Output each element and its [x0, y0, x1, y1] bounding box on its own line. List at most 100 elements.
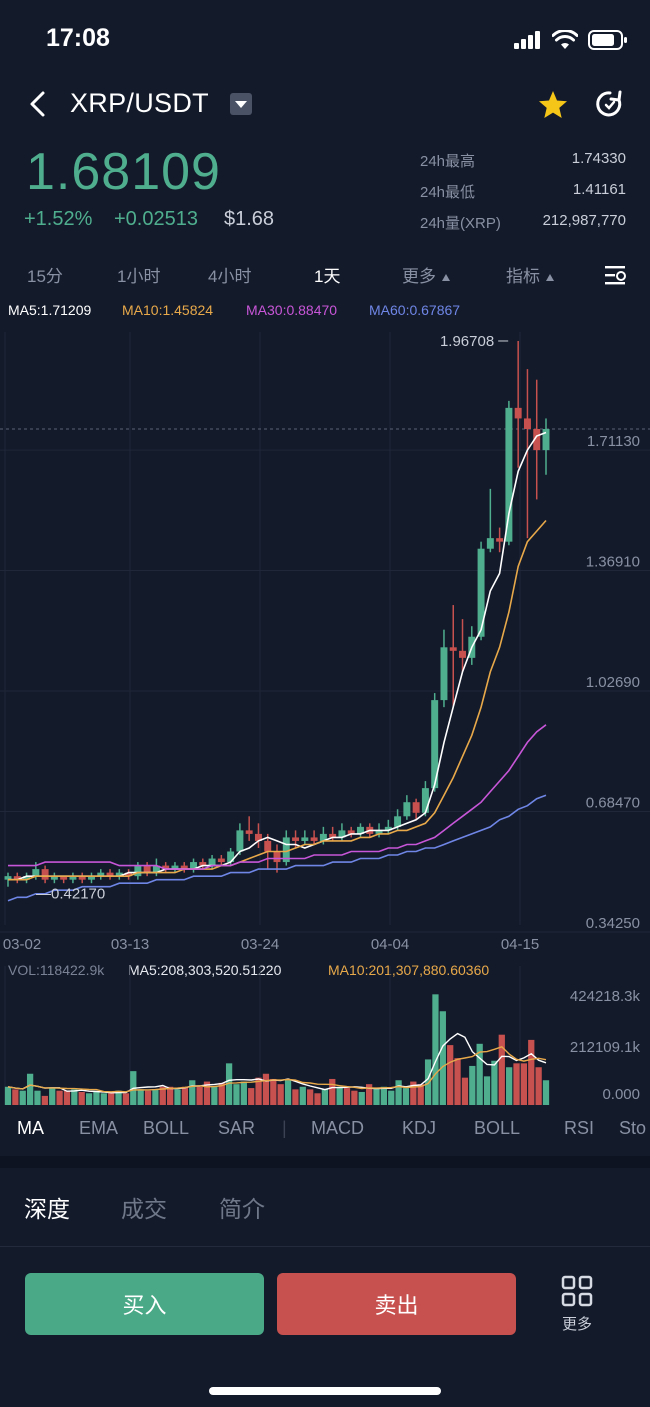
tab-4h[interactable]: 4小时	[208, 267, 252, 286]
volume-bar	[122, 1093, 130, 1105]
ma10-line	[8, 519, 547, 881]
candle-body	[542, 429, 550, 451]
volume-bar	[85, 1093, 93, 1105]
vol-y-tick-label: 424218.3k	[570, 988, 641, 1005]
candlestick-chart[interactable]: 1.71130 1.36910 1.02690 0.68470 0.34250 1.967…	[0, 322, 650, 962]
volume-bar	[100, 1093, 107, 1105]
candle-body	[115, 872, 123, 877]
stat-value: 1.74330	[571, 150, 626, 167]
candle-body	[384, 826, 392, 831]
indicator-tabs: MA EMA BOLL SAR | MACD KDJ BOLL RSI Sto	[0, 1118, 650, 1148]
volume-bar	[424, 1059, 432, 1105]
volume-bar	[506, 1067, 513, 1105]
volume-bar	[314, 1093, 321, 1105]
volume-bar	[447, 1045, 454, 1105]
stats-panel: 24h最高 1.74330 24h最低 1.41161 24h量(XRP) 21…	[420, 150, 626, 243]
candle-body	[273, 851, 281, 863]
info-tabs: 深度 成交 简介	[0, 1190, 650, 1230]
volume-bar	[233, 1084, 240, 1105]
more-label[interactable]: 更多	[562, 1316, 593, 1333]
candle-body	[180, 865, 188, 870]
volume-bar	[476, 1043, 483, 1105]
stat-24h-high: 24h最高 1.74330	[420, 150, 626, 181]
stat-value: 212,987,770	[542, 212, 626, 229]
indicator-boll-sub[interactable]: BOLL	[474, 1118, 521, 1138]
ma5-value: MA5:1.71209	[8, 302, 92, 318]
timeframe-tabs: 15分 1小时 4小时 1天 更多 指标	[0, 262, 650, 292]
indicator-ema[interactable]: EMA	[79, 1118, 119, 1138]
candle-body	[292, 837, 300, 841]
tab-1d[interactable]: 1天	[314, 267, 341, 286]
candle-body	[338, 830, 346, 838]
y-tick-label: 0.68470	[586, 795, 640, 812]
tab-intro[interactable]: 简介	[219, 1196, 265, 1222]
volume-bar	[284, 1080, 292, 1105]
volume-bar	[388, 1090, 395, 1105]
volume-chart[interactable]: 424218.3k 212109.1k 0.000	[0, 966, 650, 1106]
volume-bar	[432, 994, 439, 1105]
stat-value: 1.41161	[572, 181, 626, 198]
candle-body	[50, 876, 58, 880]
volume-bar	[454, 1058, 461, 1105]
candle-body	[523, 418, 531, 430]
wifi-icon	[552, 30, 578, 49]
tab-15m[interactable]: 15分	[27, 267, 63, 286]
volume-bar	[351, 1090, 358, 1105]
tab-trades[interactable]: 成交	[121, 1196, 167, 1222]
candle-body	[440, 647, 448, 701]
candle-body	[199, 862, 207, 866]
caret-up-icon	[546, 274, 554, 282]
candle-body	[449, 647, 457, 651]
indicator-rsi[interactable]: RSI	[564, 1118, 595, 1138]
volume-bar	[248, 1088, 255, 1105]
volume-bar	[152, 1089, 159, 1105]
volume-bar	[26, 1073, 34, 1105]
ma60-value: MA60:0.67867	[369, 302, 461, 318]
candle-body	[357, 826, 364, 834]
status-time: 17:08	[46, 24, 110, 52]
chart-settings-icon[interactable]	[604, 264, 628, 286]
candle-body	[97, 872, 105, 877]
last-price: 1.68109	[26, 143, 221, 201]
candle-body	[190, 862, 197, 870]
indicator-ma[interactable]: MA	[17, 1118, 44, 1138]
volume-bar	[78, 1091, 85, 1105]
pair-dropdown-button[interactable]	[230, 93, 252, 115]
tab-more[interactable]: 更多	[402, 262, 450, 287]
volume-bar	[439, 1011, 446, 1105]
pair-title[interactable]: XRP/USDT	[70, 88, 209, 118]
candle-body	[282, 837, 290, 863]
indicator-kdj[interactable]: KDJ	[402, 1118, 437, 1138]
favorite-star-icon[interactable]	[536, 88, 570, 122]
buy-button[interactable]: 买入	[25, 1273, 264, 1335]
candle-body	[217, 858, 225, 863]
indicator-sar[interactable]: SAR	[218, 1118, 256, 1138]
sell-button[interactable]: 卖出	[277, 1273, 516, 1335]
indicator-sto[interactable]: Sto	[619, 1118, 647, 1138]
tab-depth[interactable]: 深度	[24, 1196, 70, 1222]
candle-body	[32, 869, 40, 877]
volume-bar	[410, 1081, 417, 1105]
refresh-icon[interactable]	[594, 88, 626, 120]
candle-body	[208, 858, 216, 866]
tab-indicators[interactable]: 指标	[506, 262, 554, 287]
volume-bar	[181, 1086, 189, 1105]
candle-body	[421, 788, 429, 813]
more-grid-icon[interactable]	[561, 1275, 593, 1307]
volume-bar	[329, 1078, 336, 1105]
volume-bar	[137, 1089, 144, 1105]
volume-bar	[262, 1073, 270, 1105]
indicator-boll-main[interactable]: BOLL	[143, 1118, 190, 1138]
status-bar: 17:08	[0, 0, 650, 78]
vol-y-tick-label: 0.000	[602, 1086, 640, 1103]
volume-bar	[483, 1076, 491, 1105]
volume-bar	[299, 1086, 306, 1105]
tab-1h[interactable]: 1小时	[117, 267, 161, 286]
back-icon[interactable]	[26, 89, 50, 119]
volume-bar	[417, 1084, 424, 1105]
volume-bar	[336, 1086, 343, 1105]
candle-body	[514, 407, 522, 419]
ma10-value: MA10:1.45824	[122, 302, 214, 318]
volume-bar	[528, 1039, 535, 1105]
indicator-macd[interactable]: MACD	[311, 1118, 364, 1138]
